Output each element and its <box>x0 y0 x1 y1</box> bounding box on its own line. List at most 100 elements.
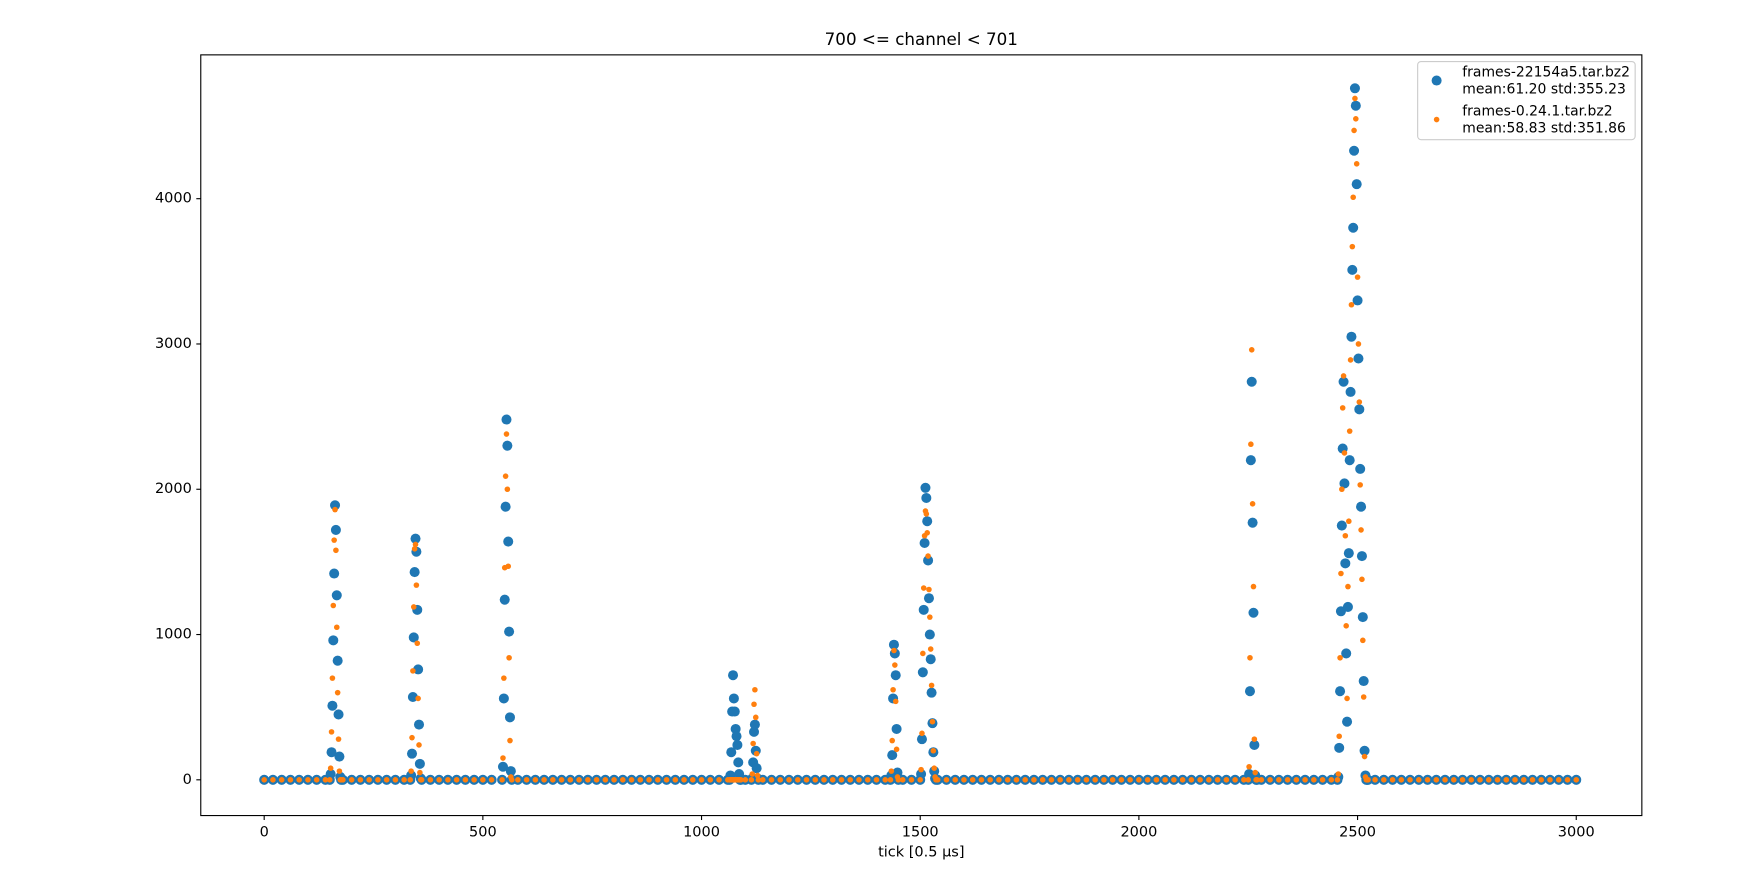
point <box>593 777 600 783</box>
point <box>1346 428 1353 434</box>
point <box>1338 376 1349 387</box>
point <box>329 568 340 579</box>
point <box>628 777 635 783</box>
point <box>899 777 906 783</box>
plot-area <box>259 83 1582 785</box>
point <box>1529 777 1536 783</box>
point <box>1252 769 1259 776</box>
point <box>1335 771 1342 777</box>
point <box>1348 301 1355 308</box>
x-tick-label: 0 <box>260 824 269 840</box>
point <box>923 555 934 566</box>
point <box>1356 551 1367 562</box>
point <box>407 691 418 703</box>
point <box>1347 357 1354 363</box>
point <box>502 473 509 479</box>
point <box>730 723 741 734</box>
point <box>357 777 364 783</box>
point <box>326 777 333 783</box>
point <box>908 777 915 783</box>
point <box>920 650 926 657</box>
point <box>329 675 336 681</box>
point <box>1339 405 1346 411</box>
point <box>502 440 513 451</box>
point <box>1424 777 1431 783</box>
point <box>1338 570 1344 577</box>
point <box>366 777 372 783</box>
x-axis-label: tick [0.5 μs] <box>878 844 964 860</box>
point <box>969 777 976 783</box>
point <box>926 586 932 593</box>
point <box>1351 179 1362 190</box>
x-tick-label: 500 <box>469 824 497 840</box>
point <box>383 777 390 783</box>
point <box>523 777 530 783</box>
point <box>1346 331 1357 342</box>
point <box>729 706 740 717</box>
point <box>488 777 495 783</box>
point <box>882 777 889 783</box>
point <box>738 777 744 783</box>
point <box>759 777 766 783</box>
point <box>1352 295 1363 306</box>
point <box>541 777 547 783</box>
point <box>1358 676 1369 687</box>
point <box>1341 450 1348 456</box>
point <box>445 777 451 783</box>
legend-stats: mean:61.20 std:355.23 <box>1462 81 1626 97</box>
point <box>731 731 742 742</box>
point <box>1136 777 1142 783</box>
point <box>1162 777 1168 783</box>
point <box>1343 548 1354 559</box>
point <box>401 777 407 783</box>
point <box>927 614 933 620</box>
point <box>728 670 739 681</box>
series <box>261 95 1580 783</box>
point <box>331 590 342 601</box>
point <box>1127 777 1133 783</box>
point <box>893 746 900 753</box>
point <box>918 766 924 773</box>
point <box>1442 777 1448 783</box>
point <box>408 768 414 774</box>
point <box>1339 486 1345 493</box>
point <box>887 750 898 761</box>
point <box>1459 777 1466 783</box>
point <box>1251 736 1258 742</box>
point <box>1512 777 1518 783</box>
point <box>1335 686 1346 697</box>
point <box>1353 161 1360 167</box>
point <box>1381 777 1387 783</box>
point <box>1057 777 1063 783</box>
point <box>411 546 418 552</box>
point <box>328 635 339 646</box>
point <box>558 777 565 783</box>
point <box>334 689 341 696</box>
point <box>1350 100 1361 111</box>
point <box>462 777 469 783</box>
point <box>1547 777 1553 783</box>
point <box>1345 386 1356 397</box>
point <box>1293 777 1300 783</box>
point <box>1347 264 1358 275</box>
point <box>1477 777 1483 783</box>
point <box>1245 777 1252 783</box>
point <box>890 670 901 681</box>
legend-marker <box>1433 116 1440 123</box>
point <box>943 777 950 783</box>
point <box>873 777 880 783</box>
point <box>728 693 739 704</box>
point <box>287 777 294 783</box>
point <box>505 563 512 570</box>
point <box>1354 404 1365 415</box>
point <box>1343 623 1349 629</box>
point <box>925 654 936 665</box>
point <box>1144 777 1151 783</box>
point <box>471 777 477 783</box>
point <box>916 768 927 780</box>
point <box>1109 777 1116 783</box>
point <box>296 777 302 783</box>
point <box>922 516 933 527</box>
point <box>1232 777 1238 783</box>
